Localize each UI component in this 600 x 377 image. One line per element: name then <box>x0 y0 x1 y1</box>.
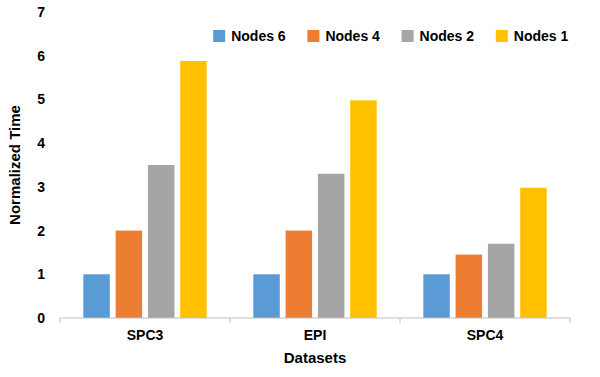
y-tick-label: 2 <box>37 223 45 239</box>
legend-swatch <box>307 30 319 42</box>
bar <box>318 174 344 318</box>
y-tick-label: 7 <box>37 4 45 20</box>
y-tick-label: 4 <box>37 135 45 151</box>
bar <box>350 100 376 318</box>
x-category-tick <box>230 318 231 323</box>
bar <box>83 274 109 318</box>
legend-label: Nodes 2 <box>420 28 475 44</box>
x-category-tick <box>570 318 571 323</box>
bar <box>488 244 514 318</box>
bar <box>180 61 206 318</box>
y-tick-label: 3 <box>37 179 45 195</box>
y-tick <box>58 230 60 231</box>
legend-swatch <box>496 30 508 42</box>
bar <box>286 231 312 318</box>
y-tick <box>58 143 60 144</box>
chart-svg: 0 1 2 3 4 5 6 7 SPC3 EPI SPC4 Datasets Normalized Ti… <box>0 0 600 377</box>
x-tick-label: SPC3 <box>127 327 164 343</box>
y-tick <box>58 274 60 275</box>
x-category-tick <box>400 318 401 323</box>
x-category-tick <box>60 318 61 323</box>
y-tick-label: 5 <box>37 91 45 107</box>
bar <box>148 165 174 318</box>
legend: Nodes 6 Nodes 4 Nodes 2 Nodes 1 <box>213 28 568 44</box>
x-axis <box>60 318 570 319</box>
y-tick <box>58 12 60 13</box>
x-tick-label: EPI <box>304 327 327 343</box>
legend-swatch <box>402 30 414 42</box>
bars <box>83 61 546 318</box>
y-tick-label: 1 <box>37 266 45 282</box>
x-tick-label: SPC4 <box>467 327 504 343</box>
legend-swatch <box>213 30 225 42</box>
y-tick <box>58 186 60 187</box>
bar <box>116 231 142 318</box>
y-tick-label: 6 <box>37 48 45 64</box>
bar <box>520 188 546 318</box>
legend-label: Nodes 4 <box>325 28 380 44</box>
bar <box>423 274 449 318</box>
y-tick <box>58 99 60 100</box>
x-axis-title: Datasets <box>284 349 347 366</box>
y-tick <box>58 55 60 56</box>
y-axis-title: Normalized Time <box>6 105 23 225</box>
legend-label: Nodes 1 <box>514 28 569 44</box>
bar <box>253 274 279 318</box>
legend-label: Nodes 6 <box>231 28 286 44</box>
chart-root: 0 1 2 3 4 5 6 7 SPC3 EPI SPC4 Datasets Normalized Ti… <box>0 0 600 377</box>
y-tick-label: 0 <box>37 310 45 326</box>
bar <box>456 255 482 318</box>
